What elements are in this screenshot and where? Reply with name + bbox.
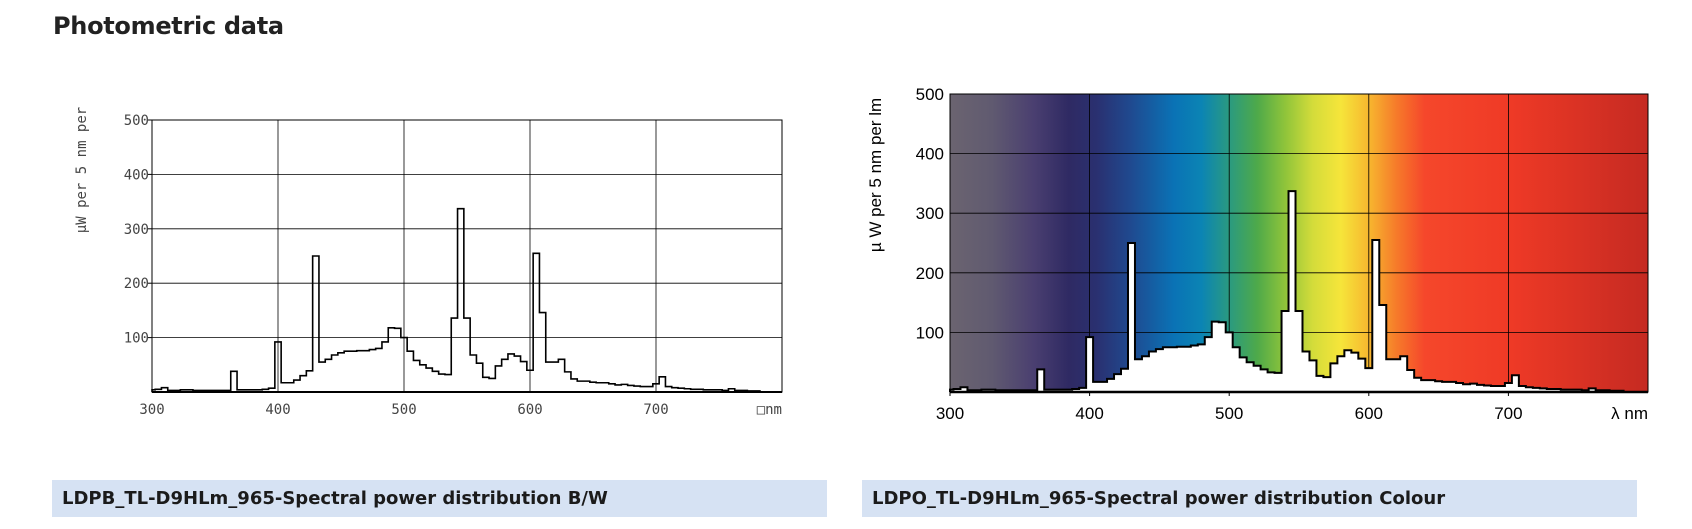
x-tick-label: 700	[643, 402, 668, 418]
y-axis-label: µ W per 5 nm per lm	[866, 98, 885, 252]
x-tick-label: 300	[936, 404, 964, 423]
x-tick-label: 400	[265, 402, 290, 418]
y-tick-label: 300	[124, 222, 149, 238]
caption-colour: LDPO_TL-D9HLm_965-Spectral power distrib…	[862, 480, 1637, 517]
spectrum-line	[151, 207, 761, 392]
y-tick-label: 500	[124, 113, 149, 129]
x-tick-label: 700	[1494, 404, 1522, 423]
y-axis-label: µW per 5 nm per	[74, 107, 90, 233]
caption-bw: LDPB_TL-D9HLm_965-Spectral power distrib…	[52, 480, 827, 517]
x-axis-label: λ nm	[1611, 404, 1648, 423]
spectrum-line	[949, 190, 1625, 392]
x-tick-label: 500	[391, 402, 416, 418]
y-tick-label: 500	[916, 85, 944, 104]
x-tick-label: 600	[1355, 404, 1383, 423]
plot-frame	[949, 93, 1649, 393]
x-tick-label: 500	[1215, 404, 1243, 423]
x-axis-label: □nm	[757, 402, 782, 418]
y-tick-label: 100	[124, 331, 149, 347]
plot-frame	[151, 119, 783, 393]
y-tick-label: 400	[916, 145, 944, 164]
spectrum-fill	[950, 191, 1624, 392]
y-tick-label: 200	[916, 264, 944, 283]
spectral-chart-bw: 300 400 500 600 700 100 200 300 400 500 □nm µW per …	[74, 107, 783, 418]
x-tick-label: 300	[139, 402, 164, 418]
y-tick-label: 200	[124, 276, 149, 292]
plot-area	[152, 120, 782, 392]
y-tick-label: 400	[124, 167, 149, 183]
page-title: Photometric data	[53, 12, 284, 40]
y-tick-label: 300	[916, 204, 944, 223]
x-tick-label: 600	[517, 402, 542, 418]
x-tick-label: 400	[1075, 404, 1103, 423]
spectral-chart-colour: 300 400 500 600 700 100 200 300 400 500 λ nm µ W pe…	[866, 85, 1649, 423]
y-tick-label: 100	[916, 323, 944, 342]
